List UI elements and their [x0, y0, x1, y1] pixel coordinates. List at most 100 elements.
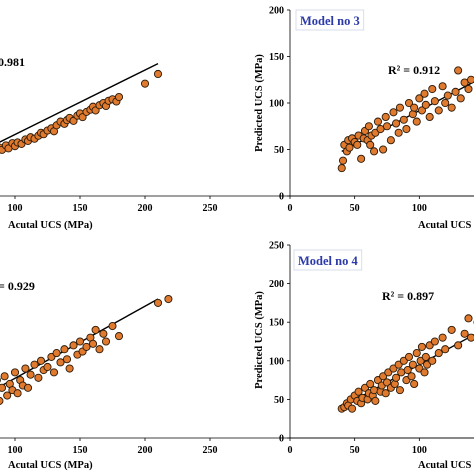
- chart-1-data-point: [153, 69, 163, 79]
- chart-2-data-point: [395, 103, 404, 112]
- chart-2-data-point: [430, 97, 439, 106]
- chart-2-data-point: [381, 112, 390, 121]
- chart-4-data-point: [417, 342, 426, 351]
- chart-4-x-axis-label: Acutal UCS: [418, 460, 472, 471]
- chart-3-data-point: [52, 349, 61, 358]
- chart-3-x-tick-label: 250: [203, 445, 218, 456]
- chart-3-data-point: [82, 342, 91, 351]
- chart-4-model-box: [293, 249, 363, 271]
- chart-4-data-point: [420, 368, 429, 377]
- chart-3-data-point: [36, 356, 46, 365]
- chart-3-data-point: [0, 396, 4, 405]
- chart-4-data-point: [460, 329, 469, 338]
- chart-2-data-point: [389, 108, 398, 117]
- chart-4-y-axis-label: Predicted UCS (MPa): [254, 291, 265, 389]
- chart-3-x-tick-label: 100: [8, 445, 23, 456]
- chart-2-data-point: [392, 119, 401, 128]
- chart-4-data-point: [421, 352, 430, 361]
- chart-2-data-point: [379, 145, 388, 154]
- chart-2-data-point: [417, 106, 426, 115]
- chart-2-data-point: [443, 91, 452, 100]
- chart-2-data-point: [428, 85, 437, 94]
- chart-2-r2-label: R² = 0.912: [388, 63, 440, 77]
- chart-2-data-point: [410, 103, 419, 112]
- chart-2-data-point: [402, 124, 411, 134]
- chart-2-y-tick-label: 50: [274, 145, 284, 156]
- chart-4-data-point: [395, 386, 404, 395]
- chart-2-data-point: [357, 154, 366, 163]
- chart-2-data-point: [338, 156, 348, 165]
- chart-4-data-point: [354, 387, 363, 396]
- chart-3-data-point: [164, 294, 173, 304]
- chart-4-data-point: [447, 325, 456, 334]
- chart-3-data-point: [60, 345, 69, 354]
- chart-2-data-point: [345, 143, 354, 152]
- chart-2-data-point: [467, 75, 474, 84]
- chart-4-y-tick-label: 250: [269, 241, 284, 252]
- chart-3-data-point: [95, 345, 104, 354]
- chart-3-data-point: [43, 362, 52, 372]
- chart-4-data-point: [381, 389, 390, 398]
- chart-3-r2-label: = 0.929: [0, 279, 35, 293]
- chart-4-data-point: [392, 373, 401, 382]
- chart-2-data-point: [366, 140, 375, 149]
- chart-1-r2-label: 0.981: [0, 55, 25, 69]
- chart-4-data-point: [407, 372, 416, 381]
- chart-3-x-tick-label: 150: [73, 445, 88, 456]
- chart-2-y-axis-label: Predicted UCS (MPa): [254, 54, 265, 152]
- chart-2-data-point: [370, 147, 379, 156]
- chart-2-data-point: [373, 117, 382, 126]
- chart-3-x-tick-label: 200: [138, 445, 153, 456]
- chart-4-y-tick-label: 150: [269, 318, 284, 329]
- chart-3-data-point: [75, 337, 85, 346]
- chart-4-data-point: [467, 333, 474, 342]
- chart-3-data-point: [26, 370, 35, 379]
- chart-4-y-tick-label: 0: [279, 434, 284, 445]
- chart-4-x-tick-label: 50: [350, 445, 360, 456]
- chart-3-data-point: [0, 372, 9, 381]
- chart-3-data-point: [10, 368, 20, 377]
- chart-2-model-label: Model no 3: [300, 14, 360, 28]
- chart-2-data-point: [412, 117, 421, 126]
- chart-4-data-point: [371, 396, 380, 405]
- chart-2-data-point: [464, 85, 473, 94]
- chart-2-y-tick-label: 200: [269, 6, 284, 17]
- chart-4-data-point: [382, 378, 392, 387]
- chart-1-x-tick-label: 150: [73, 203, 88, 214]
- chart-2-data-point: [434, 106, 443, 115]
- chart-2-model-box: [295, 9, 365, 31]
- chart-2-x-tick-label: 100: [412, 203, 427, 214]
- chart-2-x-tick-label: 50: [350, 203, 360, 214]
- chart-2-data-point: [456, 94, 465, 103]
- chart-4-r2-label: R² = 0.897: [382, 289, 434, 303]
- chart-1-data-point: [140, 79, 150, 88]
- chart-3-data-point: [108, 322, 117, 331]
- chart-3-data-point: [99, 329, 108, 338]
- chart-4-data-point: [348, 404, 357, 413]
- chart-4-data-point: [404, 352, 414, 361]
- chart-3-data-point: [23, 383, 33, 392]
- chart-2-data-point: [421, 100, 430, 109]
- chart-4-model-label: Model no 4: [298, 254, 358, 268]
- chart-4-data-point: [410, 379, 419, 389]
- chart-3-data-point: [91, 325, 100, 334]
- chart-2-data-point: [420, 89, 429, 98]
- chart-4-data-point: [408, 360, 417, 369]
- chart-2-y-tick-label: 100: [269, 99, 284, 110]
- chart-3-data-point: [3, 391, 12, 400]
- chart-2-data-point: [451, 87, 460, 96]
- chart-1-x-axis-label: Acutal UCS (MPa): [8, 220, 93, 231]
- chart-1-x-tick-label: 100: [8, 203, 23, 214]
- chart-2-data-point: [441, 98, 450, 108]
- chart-4-data-point: [434, 349, 443, 358]
- chart-4-data-point: [428, 356, 437, 365]
- chart-2-data-point: [415, 94, 424, 103]
- chart-3-data-point: [30, 360, 39, 369]
- chart-4-data-point: [370, 386, 379, 395]
- chart-2-data-point: [386, 136, 395, 145]
- chart-4-data-point: [403, 366, 412, 375]
- chart-2-data-point: [408, 110, 417, 119]
- chart-4-x-tick-label: 100: [412, 445, 427, 456]
- chart-2-data-point: [353, 140, 362, 149]
